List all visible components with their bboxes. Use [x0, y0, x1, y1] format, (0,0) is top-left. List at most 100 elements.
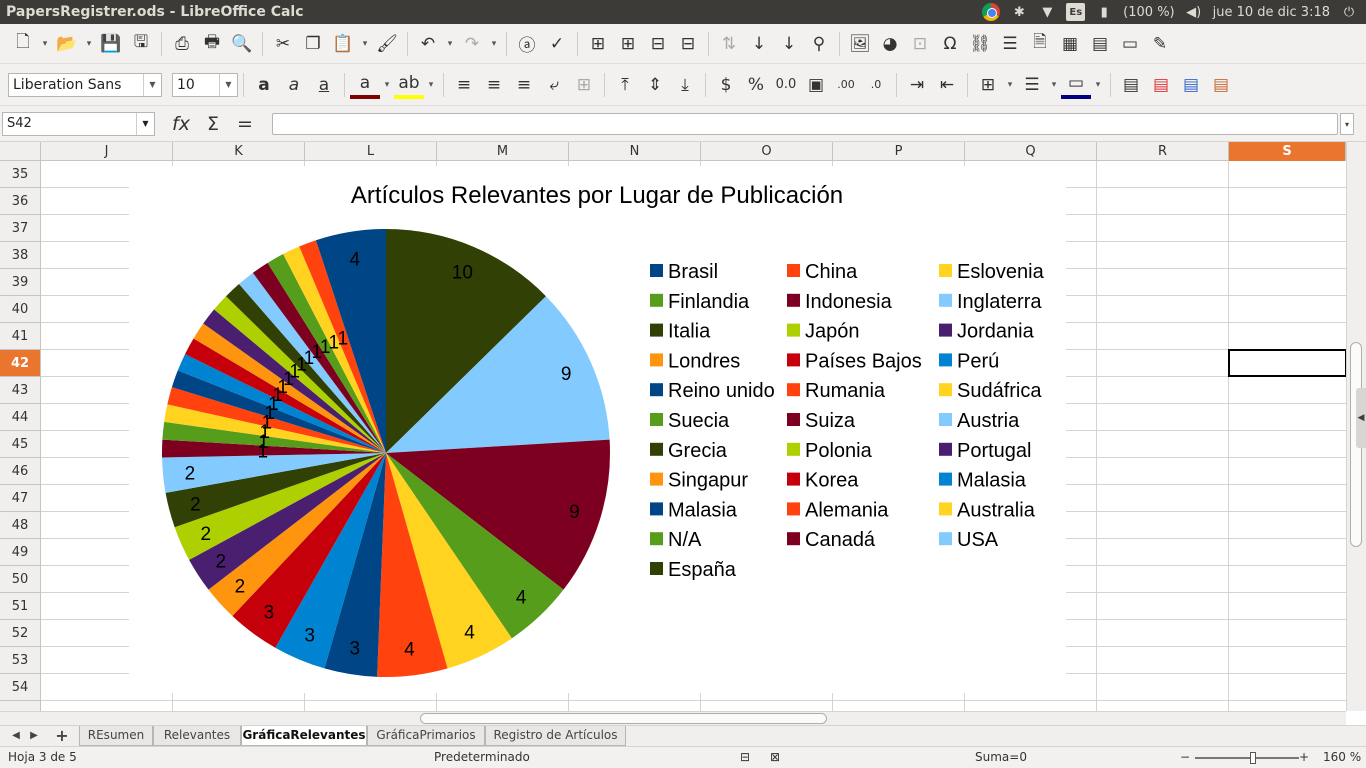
active-cell-cursor[interactable]: [1228, 349, 1346, 377]
freeze-rows-columns-icon[interactable]: ▤: [1091, 33, 1109, 54]
tab-graficaprimarios[interactable]: GráficaPrimarios: [367, 726, 485, 746]
expand-formula-bar-icon[interactable]: ▾: [1340, 113, 1354, 135]
show-draw-functions-icon[interactable]: ✎: [1152, 33, 1168, 54]
row-header[interactable]: 45: [0, 431, 40, 458]
name-box[interactable]: S42 ▼: [2, 111, 155, 136]
row-header[interactable]: 36: [0, 188, 40, 215]
row-header[interactable]: 46: [0, 458, 40, 485]
row-header-selected[interactable]: 42: [0, 350, 40, 377]
zoom-slider[interactable]: [1195, 757, 1299, 759]
insert-rows-icon[interactable]: ⊟: [650, 33, 666, 54]
add-decimal-icon[interactable]: .00: [837, 78, 855, 91]
chevron-down-icon[interactable]: ▼: [143, 73, 161, 96]
row-header[interactable]: 54: [0, 674, 40, 701]
power-icon[interactable]: ⏻: [1343, 4, 1355, 20]
add-sheet-icon[interactable]: +: [55, 726, 69, 745]
clone-formatting-icon[interactable]: 🖌: [376, 33, 398, 54]
align-bottom-icon[interactable]: ⤓: [681, 74, 689, 95]
undo-icon[interactable]: ↶: [420, 33, 436, 54]
date-format-icon[interactable]: ▣: [807, 74, 825, 95]
align-left-icon[interactable]: ≡: [456, 74, 472, 95]
number-format-icon[interactable]: 0.0: [775, 77, 797, 92]
bold-icon[interactable]: a: [258, 74, 270, 95]
spelling-icon[interactable]: ✓: [549, 33, 565, 54]
row-header[interactable]: 52: [0, 620, 40, 647]
formula-icon[interactable]: =: [237, 112, 253, 135]
column-header-j[interactable]: J: [41, 142, 173, 161]
export-pdf-icon[interactable]: ⎙: [175, 33, 189, 54]
hyperlink-icon[interactable]: ⛓: [969, 33, 991, 54]
sidebar-toggle-icon[interactable]: ◀: [1356, 388, 1366, 448]
borders-dropdown-icon[interactable]: ▾: [1007, 79, 1013, 90]
sum-icon[interactable]: Σ: [206, 112, 219, 135]
tab-registro-articulos[interactable]: Registro de Artículos: [485, 726, 626, 746]
row-header[interactable]: 43: [0, 377, 40, 404]
highlight-dropdown-icon[interactable]: ▾: [428, 79, 434, 90]
row-header[interactable]: 41: [0, 323, 40, 350]
sort-icon[interactable]: ⇅: [721, 33, 737, 54]
column-header-k[interactable]: K: [173, 142, 305, 161]
column-header-n[interactable]: N: [569, 142, 701, 161]
delete-decimal-icon[interactable]: .0: [870, 78, 882, 91]
define-print-area-icon[interactable]: ▦: [1061, 33, 1079, 54]
align-center-icon[interactable]: ≡: [486, 74, 502, 95]
row-header[interactable]: 48: [0, 512, 40, 539]
wifi-icon[interactable]: ▼: [1042, 4, 1053, 20]
save-icon[interactable]: 💾: [100, 33, 122, 54]
find-replace-icon[interactable]: ⓐ: [518, 36, 536, 56]
function-wizard-icon[interactable]: fx: [172, 112, 190, 135]
keyboard-layout-indicator[interactable]: Es: [1066, 3, 1086, 21]
paste-icon[interactable]: 📋: [332, 33, 354, 54]
row-header[interactable]: 51: [0, 593, 40, 620]
redo-icon[interactable]: ↷: [464, 33, 480, 54]
wrap-text-icon[interactable]: ⤶: [549, 74, 559, 95]
volume-icon[interactable]: ◀): [1186, 4, 1202, 20]
underline-icon[interactable]: a: [318, 74, 330, 95]
insert-columns-icon[interactable]: ⊟: [680, 33, 696, 54]
split-window-icon[interactable]: ▭: [1121, 33, 1139, 54]
borders-icon[interactable]: ⊞: [980, 74, 996, 95]
column-header-q[interactable]: Q: [965, 142, 1097, 161]
zoom-out-icon[interactable]: −: [1180, 750, 1191, 764]
next-sheet-icon[interactable]: ▶: [30, 730, 38, 741]
tab-resumen[interactable]: REsumen: [79, 726, 153, 746]
row-header[interactable]: 38: [0, 242, 40, 269]
row-header[interactable]: 49: [0, 539, 40, 566]
column-header-l[interactable]: L: [305, 142, 437, 161]
highlight-color-icon[interactable]: ab: [394, 71, 424, 99]
select-all-corner[interactable]: [0, 142, 41, 161]
comment-icon[interactable]: ☰: [1002, 33, 1018, 54]
insert-chart-icon[interactable]: ◕: [882, 33, 898, 54]
column-header-m[interactable]: M: [437, 142, 569, 161]
row-header[interactable]: 53: [0, 647, 40, 674]
new-dropdown-icon[interactable]: ▾: [42, 38, 48, 49]
align-top-icon[interactable]: ⤒: [621, 74, 629, 95]
formula-input[interactable]: [272, 113, 1338, 135]
special-character-icon[interactable]: Ω: [943, 33, 957, 54]
row-header[interactable]: 35: [0, 161, 40, 188]
battery-icon[interactable]: ▮: [1100, 4, 1108, 20]
column-icon[interactable]: ⊞: [620, 33, 636, 54]
decrease-indent-icon[interactable]: ⇤: [939, 74, 955, 95]
sort-ascending-icon[interactable]: ↓: [751, 33, 767, 54]
paste-dropdown-icon[interactable]: ▾: [362, 38, 368, 49]
border-color-icon[interactable]: ▭: [1061, 71, 1091, 99]
open-icon[interactable]: 📂: [56, 33, 78, 54]
cut-icon[interactable]: ✂: [275, 33, 291, 54]
sort-descending-icon[interactable]: ↓: [781, 33, 797, 54]
conditional-format-icon[interactable]: ▤: [1122, 74, 1140, 95]
bluetooth-icon[interactable]: ✱: [1013, 4, 1025, 20]
border-style-icon[interactable]: ☰: [1024, 74, 1040, 95]
copy-icon[interactable]: ❐: [305, 33, 321, 54]
headers-footers-icon[interactable]: 🗎: [1033, 32, 1047, 52]
font-color-icon[interactable]: a: [350, 71, 380, 99]
row-header[interactable]: 47: [0, 485, 40, 512]
insert-image-icon[interactable]: 🖼: [849, 33, 871, 54]
redo-dropdown-icon[interactable]: ▾: [491, 38, 497, 49]
row-header[interactable]: 37: [0, 215, 40, 242]
column-header-r[interactable]: R: [1097, 142, 1229, 161]
horizontal-scrollbar[interactable]: [0, 711, 1346, 725]
selection-mode-icon[interactable]: ⊟: [740, 750, 751, 764]
icon-set-icon[interactable]: ▤: [1212, 74, 1230, 95]
zoom-level[interactable]: 160 %: [1323, 750, 1362, 764]
